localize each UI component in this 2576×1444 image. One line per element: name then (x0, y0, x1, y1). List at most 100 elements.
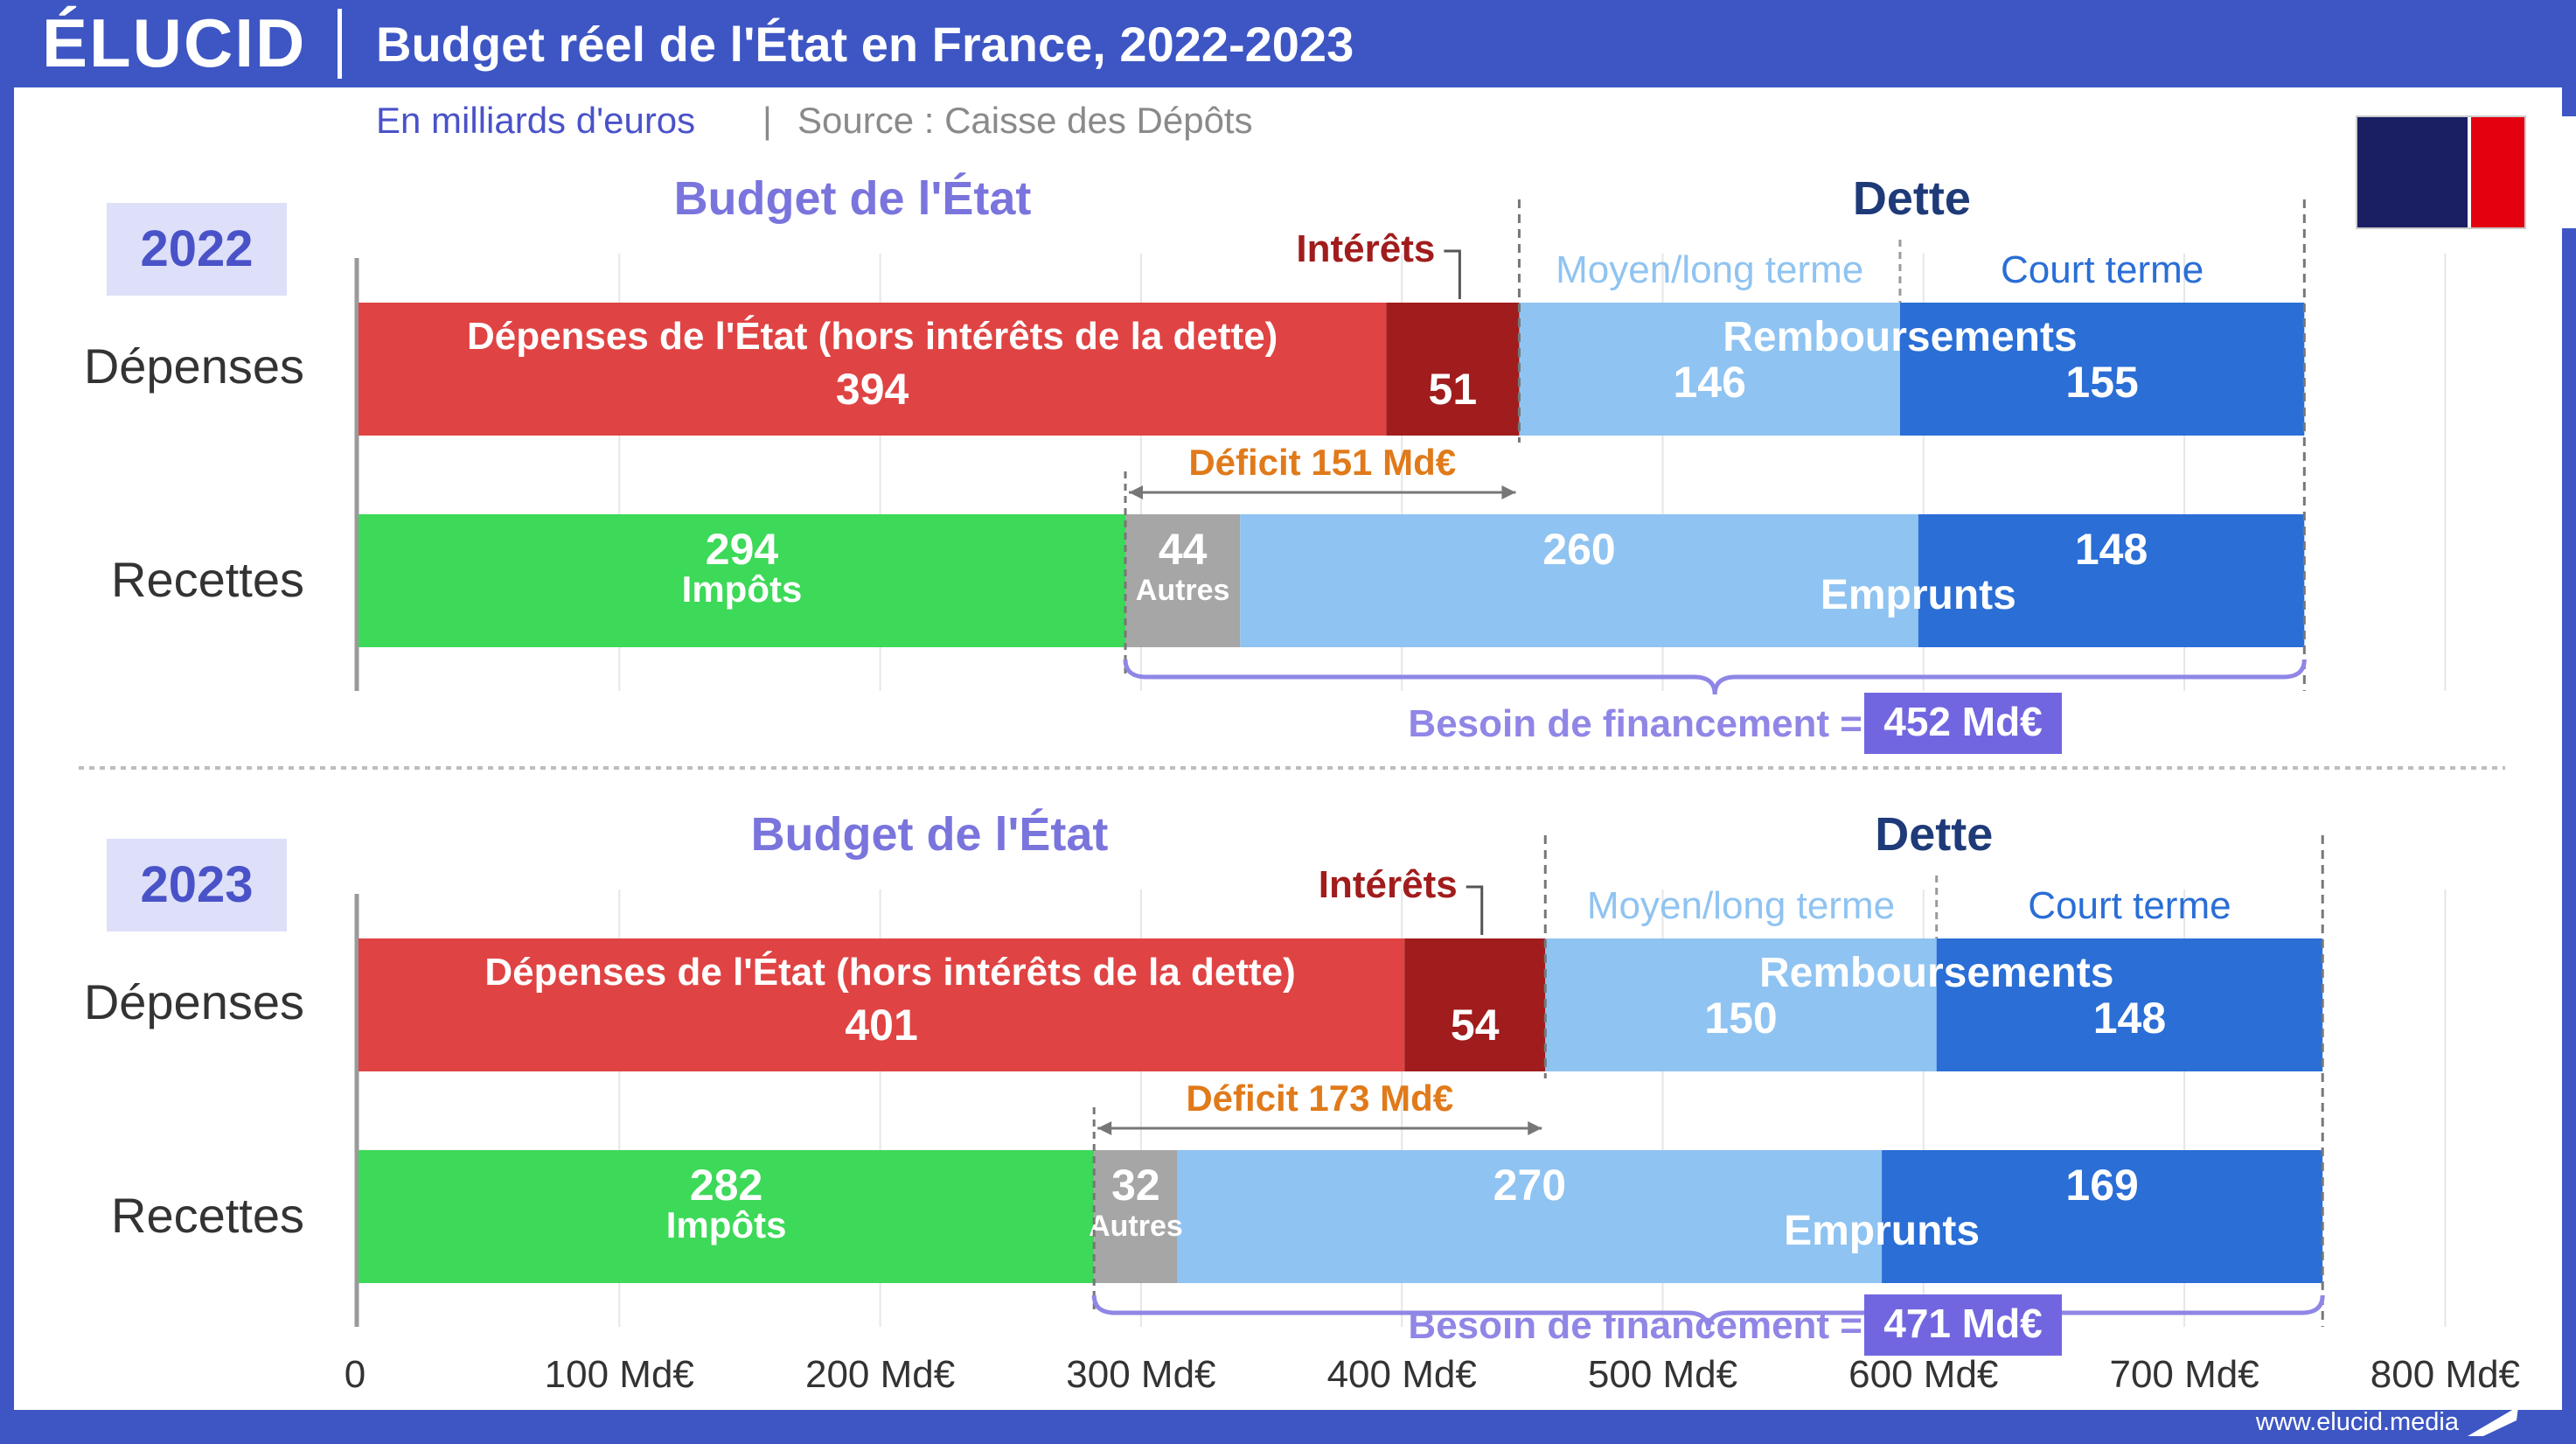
value-impots: 282 (690, 1161, 762, 1210)
page-title: Budget réel de l'État en France, 2022-20… (376, 17, 1354, 72)
value-remb-moyen-long: 146 (1673, 358, 1745, 407)
frame-right (2562, 0, 2576, 1444)
row-label-depenses: Dépenses (84, 338, 304, 394)
x-tick-label: 0 (345, 1353, 366, 1396)
x-axis: 0 100 Md€ 200 Md€ 300 Md€ 400 Md€ 500 Md€ 600 … (345, 1353, 2520, 1396)
bar-interets (1386, 303, 1520, 436)
label-court-terme: Court terme (2028, 884, 2231, 927)
header-bar (0, 0, 2576, 87)
year-label: 2022 (140, 220, 253, 277)
label-autres: Autres (1136, 574, 1230, 607)
deficit-arrowhead-right (1528, 1121, 1542, 1135)
label-impots: Impôts (682, 569, 803, 610)
budget-title: Budget de l'État (751, 808, 1109, 861)
label-interets: Intérêts (1296, 227, 1435, 270)
bar-emprunts-moyen-long (1240, 514, 1918, 647)
value-impots: 294 (706, 525, 779, 574)
bar-autres (1094, 1150, 1178, 1283)
bar-remb-moyen-long (1545, 938, 1937, 1071)
header-divider (338, 9, 342, 79)
label-deficit: Déficit 173 Md€ (1186, 1078, 1453, 1119)
year-box (107, 203, 287, 296)
x-tick-label: 100 Md€ (545, 1353, 694, 1396)
value-autres: 32 (1111, 1161, 1160, 1210)
x-tick-label: 500 Md€ (1588, 1353, 1737, 1396)
x-tick-label: 600 Md€ (1848, 1353, 1998, 1396)
value-emprunts-court: 169 (2065, 1161, 2138, 1210)
french-flag-icon (2356, 115, 2576, 229)
bar-emprunts-moyen-long (1177, 1150, 1883, 1283)
row-label-depenses: Dépenses (84, 974, 304, 1029)
label-depenses-etat: Dépenses de l'État (hors intérêts de la … (484, 950, 1295, 994)
subtitle-source: Source : Caisse des Dépôts (797, 100, 1253, 141)
bar-remb-court (1899, 303, 2305, 436)
value-emprunts-court: 148 (2075, 525, 2148, 574)
label-interets: Intérêts (1319, 863, 1458, 906)
subtitle-unit: En milliards d'euros (376, 100, 695, 141)
besoin-value-box (1864, 693, 2062, 754)
value-emprunts-moyen-long: 260 (1542, 525, 1615, 574)
bar-impots (359, 1150, 1095, 1283)
label-remboursements: Remboursements (1759, 950, 2113, 996)
bar-depenses-etat (359, 938, 1405, 1071)
footer-url: www.elucid.media (2255, 1408, 2460, 1436)
deficit-arrowhead-left (1129, 485, 1144, 499)
value-interets: 54 (1451, 1001, 1500, 1050)
subtitle-separator: | (762, 100, 772, 141)
bar-emprunts-court (1918, 514, 2305, 647)
x-tick-label: 200 Md€ (805, 1353, 955, 1396)
dette-title: Dette (1853, 172, 1971, 225)
row-label-recettes: Recettes (111, 552, 304, 607)
value-autres: 44 (1159, 525, 1208, 574)
label-autres: Autres (1089, 1210, 1183, 1243)
label-besoin-financement: Besoin de financement = (1408, 1304, 1862, 1347)
label-court-terme: Court terme (2001, 248, 2204, 291)
row-label-recettes: Recettes (111, 1188, 304, 1243)
besoin-value-box (1864, 1294, 2062, 1356)
value-remb-moyen-long: 150 (1704, 994, 1777, 1043)
value-remb-court: 148 (2093, 994, 2166, 1043)
deficit-arrowhead-right (1501, 485, 1516, 499)
value-besoin-financement: 471 Md€ (1883, 1301, 2043, 1346)
label-remboursements: Remboursements (1723, 314, 2077, 360)
label-impots: Impôts (666, 1204, 787, 1245)
year-box (107, 839, 287, 931)
deficit-arrowhead-left (1097, 1121, 1112, 1135)
value-depenses-etat: 401 (845, 1001, 917, 1050)
value-emprunts-moyen-long: 270 (1493, 1161, 1566, 1210)
label-moyen-long-terme: Moyen/long terme (1556, 248, 1863, 291)
budget-title: Budget de l'État (674, 172, 1032, 225)
x-tick-label: 700 Md€ (2109, 1353, 2259, 1396)
interets-leader-line (1466, 885, 1484, 935)
panels: 2022 Dépenses Recettes Dépenses de l'État (… (84, 172, 2447, 1356)
label-emprunts: Emprunts (1821, 572, 2016, 618)
x-tick-label: 300 Md€ (1066, 1353, 1215, 1396)
label-besoin-financement: Besoin de financement = (1408, 702, 1862, 745)
value-depenses-etat: 394 (836, 365, 909, 414)
panel-2023: 2023 Dépenses Recettes Dépenses de l'État (… (84, 808, 2447, 1356)
footer-logo-icon (2468, 1406, 2518, 1436)
label-depenses-etat: Dépenses de l'État (hors intérêts de la … (467, 314, 1278, 358)
x-tick-label: 800 Md€ (2371, 1353, 2520, 1396)
interets-leader-line (1444, 249, 1461, 299)
logo: ÉLUCID (42, 4, 306, 81)
label-emprunts: Emprunts (1784, 1208, 1980, 1254)
value-remb-court: 155 (2065, 358, 2138, 407)
year-label: 2023 (140, 856, 253, 913)
bar-interets (1404, 938, 1546, 1071)
bar-remb-moyen-long (1519, 303, 1900, 436)
footer-bar (0, 1410, 2576, 1444)
panel-2022: 2022 Dépenses Recettes Dépenses de l'État (… (84, 172, 2447, 754)
dette-title: Dette (1875, 808, 1993, 861)
label-deficit: Déficit 151 Md€ (1188, 442, 1456, 483)
bar-depenses-etat (359, 303, 1387, 436)
value-interets: 51 (1429, 365, 1478, 414)
besoin-brace (1123, 659, 2307, 695)
x-tick-label: 400 Md€ (1327, 1353, 1477, 1396)
bar-autres (1125, 514, 1241, 647)
bar-impots (359, 514, 1126, 647)
frame-left (0, 0, 14, 1444)
label-moyen-long-terme: Moyen/long terme (1587, 884, 1895, 927)
